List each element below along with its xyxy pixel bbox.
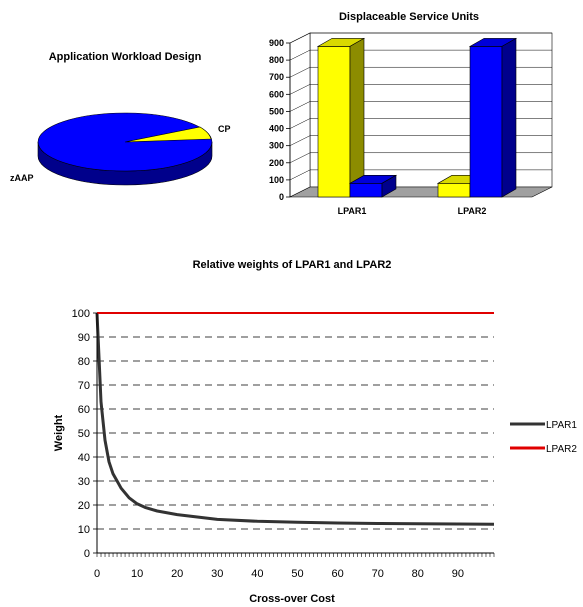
bar-gridline-side — [289, 49, 311, 61]
bar-y-tick-label: 500 — [269, 106, 284, 116]
line-x-tick-label: 10 — [131, 568, 143, 580]
pie-label-cp: CP — [218, 124, 231, 134]
bar-y-tick-label: 700 — [269, 72, 284, 82]
bar-lpar2-series-2 — [468, 37, 518, 198]
line-y-tick-label: 20 — [78, 500, 90, 512]
pie-label-zaap: zAAP — [10, 173, 34, 183]
pie-chart: Application Workload Design CP zAAP — [10, 51, 231, 186]
line-y-tick-label: 100 — [72, 308, 90, 320]
line-y-tick-label: 60 — [78, 404, 90, 416]
pie-slice-cp — [124, 126, 212, 143]
legend-label-lpar1: LPAR1 — [546, 420, 577, 431]
bar-side-wall — [289, 32, 311, 198]
bar-lpar1-series-2 — [348, 174, 398, 198]
bar-gridline-side — [289, 101, 311, 112]
line-x-tick-label: 50 — [291, 568, 303, 580]
line-y-tick-label: 70 — [78, 380, 90, 392]
pie-body — [37, 112, 213, 186]
line-grid — [97, 312, 494, 530]
legend: LPAR1 LPAR2 — [510, 420, 577, 455]
line-x-tick-label: 60 — [331, 568, 343, 580]
x-axis-label: Cross-over Cost — [249, 593, 335, 605]
bar-y-tick-label: 900 — [269, 38, 284, 48]
bar-y-tick-label: 100 — [269, 175, 284, 185]
bar-y-ticks: 0 100 200 300 400 500 600 700 800 900 — [269, 38, 290, 202]
bar-gridline-side — [289, 169, 311, 181]
bar-gridline-side — [289, 135, 311, 146]
line-y-tick-label: 90 — [78, 332, 90, 344]
line-x-tick-label: 20 — [171, 568, 183, 580]
line-title: Relative weights of LPAR1 and LPAR2 — [193, 259, 392, 271]
legend-label-lpar2: LPAR2 — [546, 444, 577, 455]
bar-chart: Displaceable Service Units 0 100 200 300 400… — [269, 11, 553, 216]
line-x-tick-label: 80 — [412, 568, 424, 580]
series-line-lpar1 — [95, 312, 495, 526]
bar-gridline-side — [289, 66, 311, 78]
line-series — [95, 312, 495, 526]
line-y-tick-label: 50 — [78, 428, 90, 440]
line-y-tick-label: 80 — [78, 356, 90, 368]
line-y-ticks: 0 10 20 30 40 50 60 70 80 90 100 — [72, 308, 97, 560]
bar-y-tick-label: 200 — [269, 158, 284, 168]
line-x-tick-label: 0 — [94, 568, 100, 580]
line-y-tick-label: 30 — [78, 476, 90, 488]
line-x-tick-label: 90 — [452, 568, 464, 580]
line-y-tick-label: 10 — [78, 524, 90, 536]
line-x-tick-label: 40 — [251, 568, 263, 580]
bar-y-tick-label: 600 — [269, 89, 284, 99]
pie-title: Application Workload Design — [49, 51, 202, 63]
line-y-tick-label: 0 — [84, 548, 90, 560]
line-x-ticks: 0 10 20 30 40 50 60 70 80 90 — [94, 568, 464, 580]
bar-category-lpar2: LPAR2 — [458, 206, 487, 216]
bar-marks — [316, 37, 518, 198]
bar-y-tick-label: 400 — [269, 124, 284, 134]
bar-y-tick-label: 0 — [279, 192, 284, 202]
bar-category-lpar1: LPAR1 — [338, 206, 367, 216]
bar-y-tick-label: 300 — [269, 141, 284, 151]
line-axes — [96, 313, 495, 557]
line-y-tick-label: 40 — [78, 452, 90, 464]
bar-gridline-side — [289, 118, 311, 129]
bar-lpar1-series-1 — [316, 37, 366, 198]
y-axis-label: Weight — [53, 414, 65, 451]
bar-title: Displaceable Service Units — [339, 11, 479, 23]
bar-y-tick-label: 800 — [269, 55, 284, 65]
bar-gridline-side — [289, 84, 311, 95]
line-x-tick-label: 70 — [372, 568, 384, 580]
bar-gridline-side — [289, 32, 311, 44]
line-chart: Relative weights of LPAR1 and LPAR2 0 10 2… — [53, 259, 577, 605]
bar-gridline-side — [289, 152, 311, 164]
line-x-tick-label: 30 — [211, 568, 223, 580]
